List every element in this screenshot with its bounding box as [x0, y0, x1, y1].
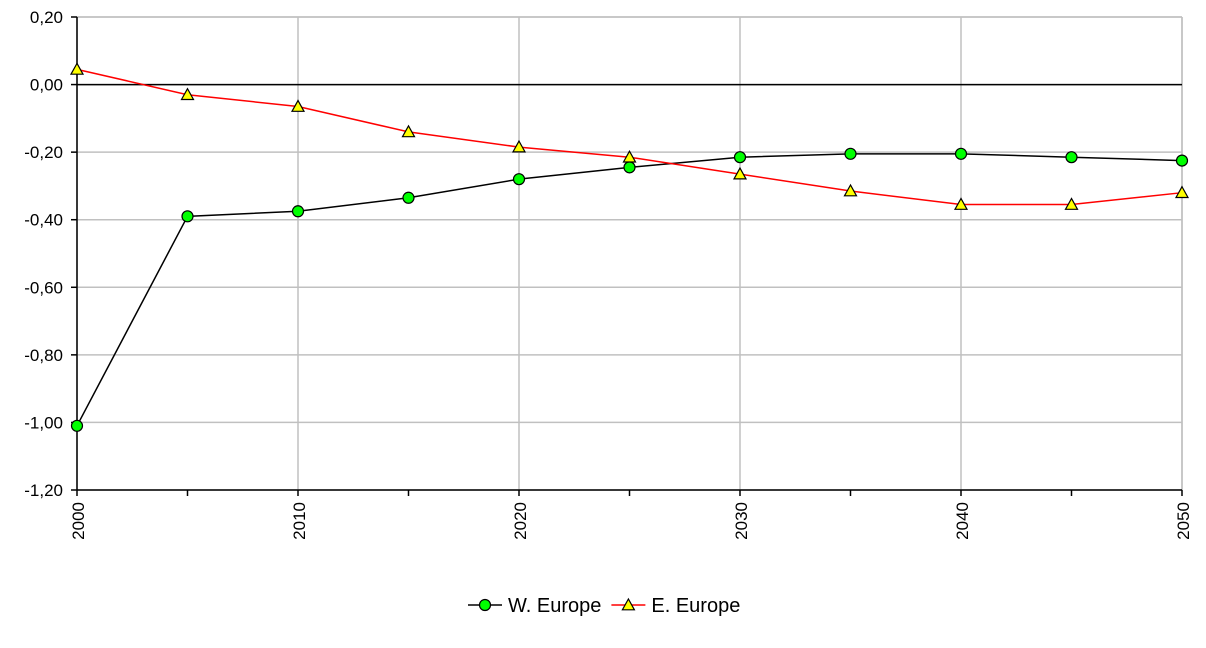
- data-point: [402, 191, 415, 204]
- series-e-europe: [69, 62, 1190, 210]
- x-tick-label: 2020: [511, 502, 530, 540]
- data-point: [290, 99, 306, 112]
- x-tick-label: 2000: [69, 502, 88, 540]
- series-line: [76, 68, 1183, 206]
- data-point: [70, 419, 84, 432]
- data-point: [1065, 151, 1078, 164]
- axes: [71, 16, 1183, 496]
- legend-marker: [621, 597, 636, 611]
- y-tick-label: 0,20: [30, 8, 63, 27]
- legend-item: E. Europe: [611, 595, 740, 617]
- data-point: [954, 147, 968, 160]
- x-tick-label: 2050: [1174, 502, 1193, 540]
- data-point: [733, 151, 747, 164]
- data-point: [1064, 197, 1079, 210]
- y-tick-label: -1,20: [24, 481, 63, 500]
- y-tick-label: -0,20: [24, 143, 63, 162]
- gridlines: [76, 16, 1183, 491]
- y-tick-label: -0,60: [24, 278, 63, 297]
- data-point: [1175, 154, 1189, 167]
- series-group: [69, 62, 1190, 432]
- data-point: [1174, 185, 1190, 199]
- x-tick-label: 2040: [953, 502, 972, 540]
- y-tick-label: -1,00: [24, 413, 63, 432]
- legend-label: W. Europe: [508, 595, 601, 617]
- data-point: [512, 173, 526, 186]
- data-point: [732, 166, 748, 180]
- data-point: [181, 210, 194, 223]
- data-point: [844, 147, 857, 160]
- data-point: [69, 62, 85, 75]
- x-axis-tick-labels: 2000 2010 2020 2030 2040 2050: [69, 502, 1193, 540]
- legend-item: W. Europe: [468, 595, 601, 617]
- y-tick-label: -0,80: [24, 346, 63, 365]
- legend-marker: [478, 598, 492, 612]
- x-tick-label: 2030: [732, 502, 751, 540]
- legend: W. Europe E. Europe: [468, 595, 740, 617]
- data-point: [622, 149, 637, 163]
- series-w-europe: [70, 147, 1189, 432]
- data-point: [401, 124, 416, 138]
- x-tick-label: 2010: [290, 502, 309, 540]
- data-point: [291, 205, 305, 218]
- data-point: [843, 183, 858, 197]
- legend-label: E. Europe: [651, 595, 740, 617]
- data-point: [953, 197, 969, 210]
- data-point: [623, 161, 636, 174]
- data-point: [180, 87, 195, 101]
- y-tick-label: 0,00: [30, 76, 63, 95]
- series-line: [76, 153, 1183, 427]
- data-point: [511, 139, 527, 153]
- y-axis-tick-labels: 0,20 0,00 -0,20 -0,40 -0,60 -0,80 -1,00 -1,20: [24, 8, 63, 500]
- y-tick-label: -0,40: [24, 211, 63, 230]
